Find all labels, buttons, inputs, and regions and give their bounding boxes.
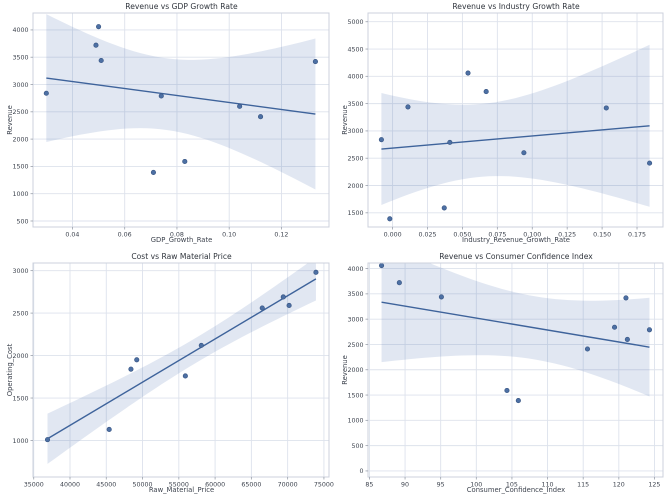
svg-text:50000: 50000 [133, 482, 153, 489]
svg-text:4500: 4500 [347, 46, 363, 53]
svg-text:3000: 3000 [347, 316, 363, 323]
svg-text:95: 95 [437, 482, 445, 489]
svg-text:3000: 3000 [347, 128, 363, 135]
svg-text:2500: 2500 [12, 109, 28, 116]
y-axis-label: Revenue [341, 355, 349, 385]
svg-text:1000: 1000 [12, 438, 28, 445]
scatter-plot-revenue-vs-confidence: 85 90 95 100 105 110 115 120 125 0 500 1000 1500 2000… [347, 262, 664, 489]
svg-text:2500: 2500 [12, 310, 28, 317]
svg-text:2000: 2000 [347, 367, 363, 374]
x-axis-label: Industry_Revenue_Growth_Rate [462, 236, 570, 244]
svg-text:3000: 3000 [12, 268, 28, 275]
svg-text:0.050: 0.050 [453, 232, 471, 239]
chart-title: Revenue vs Industry Growth Rate [452, 2, 580, 11]
svg-text:125: 125 [648, 482, 660, 489]
svg-text:1500: 1500 [347, 392, 363, 399]
svg-text:120: 120 [613, 482, 625, 489]
svg-text:60000: 60000 [205, 482, 225, 489]
svg-text:2000: 2000 [12, 136, 28, 143]
svg-text:75000: 75000 [314, 482, 334, 489]
svg-text:500: 500 [351, 443, 363, 450]
scatter-plot-revenue-vs-industry: 0.000 0.025 0.050 0.075 0.100 0.125 0.150 0.175… [347, 12, 664, 239]
svg-text:85: 85 [365, 482, 373, 489]
svg-text:5000: 5000 [347, 19, 363, 26]
svg-text:115: 115 [577, 482, 589, 489]
svg-text:500: 500 [16, 218, 28, 225]
x-axis-label: GDP_Growth_Rate [150, 236, 213, 244]
svg-text:1500: 1500 [347, 210, 363, 217]
svg-text:1500: 1500 [12, 395, 28, 402]
svg-text:45000: 45000 [96, 482, 116, 489]
svg-text:1000: 1000 [12, 191, 28, 198]
svg-text:3000: 3000 [12, 82, 28, 89]
svg-text:90: 90 [401, 482, 409, 489]
svg-text:0.10: 0.10 [222, 232, 236, 239]
svg-text:70000: 70000 [278, 482, 298, 489]
svg-text:0.06: 0.06 [118, 232, 132, 239]
svg-text:3500: 3500 [347, 291, 363, 298]
svg-text:0.12: 0.12 [274, 232, 288, 239]
svg-text:0: 0 [359, 468, 363, 475]
svg-text:110: 110 [542, 482, 554, 489]
svg-text:0.150: 0.150 [593, 232, 611, 239]
svg-text:0.175: 0.175 [628, 232, 646, 239]
svg-text:4000: 4000 [347, 266, 363, 273]
svg-text:3500: 3500 [12, 55, 28, 62]
svg-text:2000: 2000 [12, 353, 28, 360]
x-axis-label: Raw_Material_Price [148, 486, 215, 494]
svg-text:0.025: 0.025 [418, 232, 436, 239]
svg-text:40000: 40000 [60, 482, 80, 489]
subplot-revenue-vs-industry: 0.000 0.025 0.050 0.075 0.100 0.125 0.150 0.175… [335, 0, 669, 250]
svg-text:0.04: 0.04 [65, 232, 79, 239]
svg-text:2500: 2500 [347, 342, 363, 349]
svg-text:0.08: 0.08 [170, 232, 184, 239]
subplot-revenue-vs-confidence: 85 90 95 100 105 110 115 120 125 0 500 1000 1500 2000… [335, 250, 669, 500]
svg-text:100: 100 [470, 482, 482, 489]
x-axis-label: Consumer_Confidence_Index [466, 486, 566, 494]
chart-title: Revenue vs Consumer Confidence Index [439, 252, 593, 261]
y-axis-label: Revenue [341, 105, 349, 135]
svg-text:0.075: 0.075 [488, 232, 506, 239]
chart-title: Revenue vs GDP Growth Rate [125, 2, 238, 11]
svg-text:1000: 1000 [347, 418, 363, 425]
subplot-revenue-vs-gdp: 0.04 0.06 0.08 0.10 0.12 500 1000 1500 2000 2500 3… [0, 0, 335, 250]
y-axis-label: Operating_Cost [6, 343, 14, 397]
svg-text:0.125: 0.125 [558, 232, 576, 239]
svg-text:3500: 3500 [347, 101, 363, 108]
scatter-plot-cost-vs-raw-material: 35000 40000 45000 50000 55000 60000 65000 70000… [12, 262, 334, 489]
subplot-cost-vs-raw-material: 35000 40000 45000 50000 55000 60000 65000 70000… [0, 250, 335, 500]
svg-text:65000: 65000 [241, 482, 261, 489]
y-axis-label: Revenue [6, 105, 14, 135]
svg-text:0.000: 0.000 [384, 232, 402, 239]
svg-text:1500: 1500 [12, 164, 28, 171]
svg-text:2000: 2000 [347, 183, 363, 190]
svg-text:105: 105 [506, 482, 518, 489]
svg-text:2500: 2500 [347, 156, 363, 163]
scatter-plot-revenue-vs-gdp: 0.04 0.06 0.08 0.10 0.12 500 1000 1500 2000 2500 3… [12, 12, 330, 239]
chart-title: Cost vs Raw Material Price [131, 252, 232, 261]
svg-text:4000: 4000 [347, 74, 363, 81]
svg-text:35000: 35000 [24, 482, 44, 489]
svg-text:0.100: 0.100 [523, 232, 541, 239]
svg-text:4000: 4000 [12, 27, 28, 34]
svg-text:55000: 55000 [169, 482, 189, 489]
